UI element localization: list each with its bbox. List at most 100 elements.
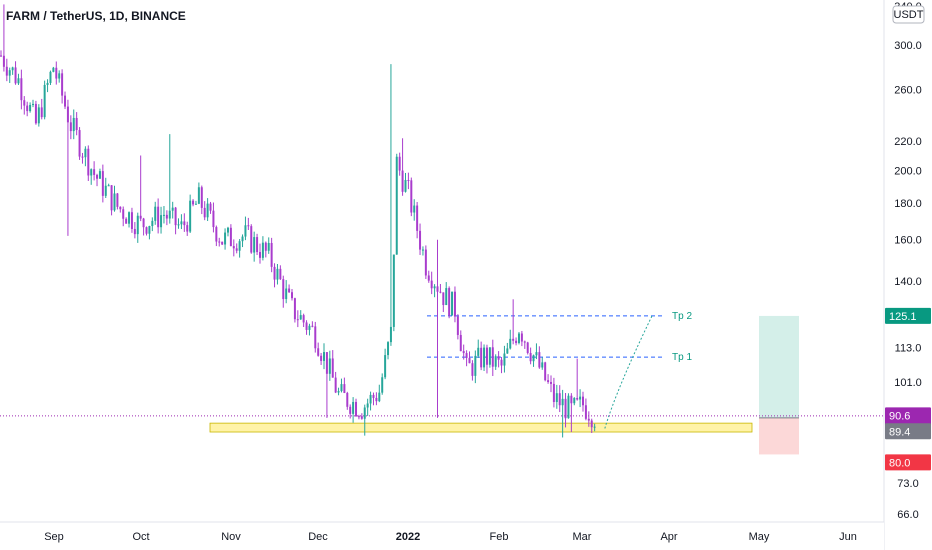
x-tick-label: Nov xyxy=(221,531,241,543)
candle-body xyxy=(523,341,526,343)
candle-body xyxy=(547,380,550,382)
candle-body xyxy=(180,221,183,225)
candle-body xyxy=(378,392,381,402)
candle-body xyxy=(189,200,192,232)
candle-body xyxy=(142,218,145,228)
stop-price-tag[interactable] xyxy=(885,454,931,471)
candle-body xyxy=(116,193,119,207)
x-tick-label: Jun xyxy=(839,531,857,543)
candle-body xyxy=(235,248,238,251)
candle-body xyxy=(49,71,52,83)
y-tick-label: 73.0 xyxy=(897,478,918,490)
candle-body xyxy=(404,179,407,192)
candle-body xyxy=(177,224,180,226)
candle-body xyxy=(276,268,279,280)
candle-body xyxy=(244,225,247,237)
candle-body xyxy=(549,381,552,384)
candle-body xyxy=(363,407,366,419)
candle-body xyxy=(357,416,360,418)
candle-body xyxy=(250,226,253,253)
candle-body xyxy=(26,105,29,112)
candle-body xyxy=(264,242,267,251)
candle-body xyxy=(299,315,302,320)
candle-body xyxy=(343,384,346,393)
candle-body xyxy=(433,286,436,289)
candle-body xyxy=(101,171,104,196)
candle-body xyxy=(535,352,538,356)
candle-body xyxy=(160,215,163,228)
candle-body xyxy=(526,342,529,353)
level-label-tp1: Tp 1 xyxy=(672,352,692,363)
y-tick-label: 180.0 xyxy=(894,198,922,210)
candle-body xyxy=(130,212,133,229)
candle-body xyxy=(331,358,334,378)
candle-body xyxy=(445,288,448,306)
y-tick-label: 160.0 xyxy=(894,235,922,247)
candle-body xyxy=(261,242,264,258)
candle-body xyxy=(43,84,46,118)
candle-body xyxy=(465,353,468,358)
candle-body xyxy=(436,286,439,292)
candle-body xyxy=(84,148,87,158)
target-zone[interactable] xyxy=(759,315,799,418)
candle-body xyxy=(273,266,276,280)
candle-body xyxy=(500,359,503,366)
candle-body xyxy=(474,355,477,376)
candle-body xyxy=(410,180,413,213)
candle-body xyxy=(58,73,61,79)
candle-body xyxy=(93,169,96,175)
candle-body xyxy=(148,226,151,234)
candle-body xyxy=(194,203,197,205)
x-tick-label: 2022 xyxy=(396,531,420,543)
support-zone[interactable] xyxy=(209,422,753,433)
candle-body xyxy=(296,319,299,321)
plot-area[interactable] xyxy=(0,0,884,522)
candle-body xyxy=(369,394,372,404)
candle-body xyxy=(529,352,532,362)
candle-body xyxy=(2,55,5,67)
time-axis[interactable] xyxy=(0,522,884,550)
candle-body xyxy=(20,78,23,101)
candle-body xyxy=(372,394,375,398)
candle-body xyxy=(78,130,81,157)
candle-body xyxy=(552,383,555,403)
candle-body xyxy=(8,70,11,76)
candle-body xyxy=(448,288,451,316)
x-tick-label: Feb xyxy=(490,531,509,543)
x-tick-label: Sep xyxy=(44,531,64,543)
candle-body xyxy=(468,357,471,364)
projected-path xyxy=(604,315,653,429)
candle-body xyxy=(398,156,401,171)
candle-body xyxy=(168,210,171,219)
candle-body xyxy=(61,73,64,96)
stop-zone[interactable] xyxy=(759,417,799,455)
candle-body xyxy=(23,100,26,106)
stop-price-tag-text: 80.0 xyxy=(889,457,910,469)
candle-body xyxy=(334,377,337,393)
candle-body xyxy=(107,185,110,187)
candle-body xyxy=(151,220,154,227)
prev-price-tag[interactable] xyxy=(885,423,931,440)
candle-body xyxy=(32,103,35,105)
candle-body xyxy=(113,193,116,211)
x-tick-label: Mar xyxy=(573,531,592,543)
candle-body xyxy=(401,170,404,192)
candle-body xyxy=(197,187,200,204)
candle-body xyxy=(183,221,186,226)
candle-body xyxy=(87,148,90,176)
currency-button[interactable] xyxy=(892,5,925,24)
candle-body xyxy=(419,230,422,250)
candle-body xyxy=(459,334,462,352)
x-tick-label: Oct xyxy=(132,531,149,543)
candle-body xyxy=(456,316,459,335)
candle-body xyxy=(75,117,78,131)
candle-body xyxy=(186,225,189,232)
candle-body xyxy=(253,237,256,253)
y-tick-label: 200.0 xyxy=(894,166,922,178)
candle-body xyxy=(317,348,320,356)
candle-body xyxy=(555,393,558,403)
candle-body xyxy=(122,209,125,219)
target-price-tag[interactable] xyxy=(885,307,931,324)
candle-body xyxy=(226,227,229,233)
